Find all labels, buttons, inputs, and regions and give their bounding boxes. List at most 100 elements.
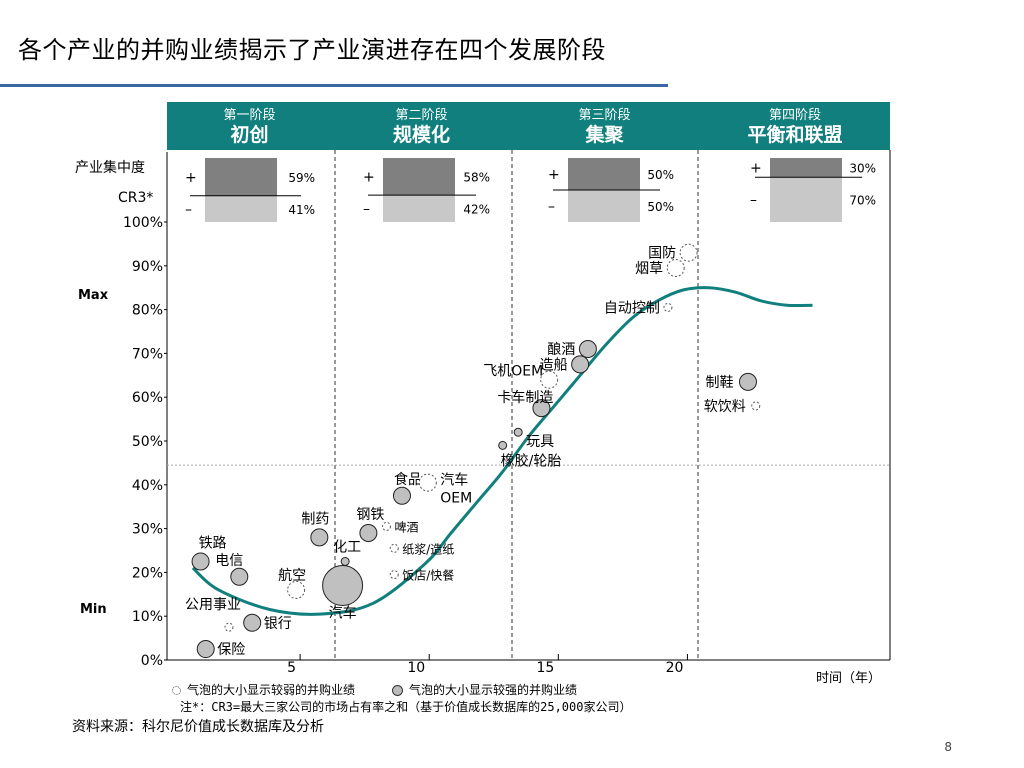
y-tick-label: 10% xyxy=(132,609,163,625)
bubble-铁路 xyxy=(191,552,210,571)
bubble-钢铁 xyxy=(359,523,378,542)
bubble-啤酒 xyxy=(381,521,391,531)
legend-weak-icon xyxy=(172,686,181,695)
y-tick-label: 100% xyxy=(123,215,163,231)
page-number: 8 xyxy=(944,740,952,754)
y-tick-label: 80% xyxy=(132,303,163,319)
bubble-label-食品: 食品 xyxy=(394,471,422,488)
y-tick-label: 30% xyxy=(132,522,163,538)
cr3-bar-top xyxy=(383,158,455,196)
cr3-minus-sign: – xyxy=(750,193,757,209)
cr3-minus-sign: – xyxy=(363,202,370,218)
stage-header-1: 第一阶段 初创 xyxy=(167,102,332,150)
cr3-bottom-label: 50% xyxy=(647,200,674,214)
stage-3-main: 集聚 xyxy=(585,124,624,146)
bubble-label-钢铁: 钢铁 xyxy=(356,507,384,523)
y-tick-label: 40% xyxy=(132,478,163,494)
title-underline xyxy=(0,84,668,87)
cr3-bar-bottom xyxy=(205,195,277,222)
bubble-制药 xyxy=(310,528,329,547)
stage-4-main: 平衡和联盟 xyxy=(747,124,843,146)
bubble-电信 xyxy=(230,567,249,586)
cr3-bar-bottom xyxy=(770,177,842,222)
bubble-化工 xyxy=(340,556,350,566)
bubble-label-啤酒: 啤酒 xyxy=(394,519,418,534)
bubble-label-银行: 银行 xyxy=(264,616,292,632)
bubble-纸浆/造纸 xyxy=(389,543,399,553)
footnote: 注*：CR3=最大三家公司的市场占有率之和（基于价值成长数据库的25,000家公… xyxy=(180,700,632,714)
bubble-银行 xyxy=(243,613,262,632)
cr3-plus-sign: + xyxy=(363,170,375,186)
stage-1-main: 初创 xyxy=(230,124,269,146)
bubble-label-烟草: 烟草 xyxy=(635,261,663,277)
bubble-公用事业 xyxy=(224,622,234,632)
bubble-label-卡车制造: 卡车制造 xyxy=(497,389,553,406)
x-tick-label: 5 xyxy=(287,660,296,676)
bubble-label-制药: 制药 xyxy=(301,511,329,527)
bubble-label-化工: 化工 xyxy=(333,539,361,555)
cr3-top-label: 58% xyxy=(463,171,490,185)
cr3-bar-bottom xyxy=(568,190,640,222)
cr3-top-label: 50% xyxy=(647,168,674,182)
bubble-橡胶/轮胎 xyxy=(498,440,508,450)
cr3-bottom-label: 70% xyxy=(849,194,876,208)
cr3-bottom-label: 42% xyxy=(463,203,490,217)
y-tick-label: 70% xyxy=(132,346,163,362)
bubble-label-汽车OEM: 汽车 xyxy=(440,472,468,489)
stage-header-4: 第四阶段 平衡和联盟 xyxy=(700,102,890,150)
bubble-国防 xyxy=(679,243,698,262)
bubble-保险 xyxy=(196,640,215,659)
bubble-label-橡胶/轮胎: 橡胶/轮胎 xyxy=(501,452,562,469)
bubble-label-铁路: 铁路 xyxy=(199,535,227,551)
x-tick-label: 20 xyxy=(666,660,684,676)
x-tick-label: 15 xyxy=(536,660,554,676)
bubble-卡车制造 xyxy=(532,399,551,418)
legend-strong: 气泡的大小显示较强的并购业绩 xyxy=(392,681,577,698)
cr3-plus-sign: + xyxy=(548,167,560,183)
bubble-label-汽车OEM-line2: OEM xyxy=(440,491,472,507)
stage-header-band xyxy=(167,102,890,150)
bubble-汽车 xyxy=(322,565,364,607)
y-axis-label: 产业集中度 xyxy=(75,160,145,176)
bubble-label-电信: 电信 xyxy=(215,553,243,569)
stage-header-3: 第三阶段 集聚 xyxy=(512,102,697,150)
bubble-label-飞机OEM: 飞机OEM xyxy=(483,364,543,380)
y-tick-label: 0% xyxy=(141,653,163,669)
bubble-label-公用事业: 公用事业 xyxy=(185,597,241,613)
bubble-汽车OEM xyxy=(418,473,437,492)
cr3-top-label: 30% xyxy=(849,162,876,176)
legend-weak: 气泡的大小显示较弱的并购业绩 xyxy=(172,681,355,698)
y-tick-label: 90% xyxy=(132,259,163,275)
bubble-label-汽车: 汽车 xyxy=(329,605,357,622)
bubble-label-航空: 航空 xyxy=(278,568,306,584)
bubble-label-饭店/快餐: 饭店/快餐 xyxy=(402,568,454,583)
bubble-食品 xyxy=(392,486,411,505)
stage-1-sub: 第一阶段 xyxy=(223,108,276,123)
bubble-软饮料 xyxy=(751,401,761,411)
cr3-bar-top xyxy=(568,158,640,190)
min-label: Min xyxy=(80,602,107,617)
bubble-烟草 xyxy=(666,258,685,277)
y-tick-label: 60% xyxy=(132,390,163,406)
cr3-bar-top xyxy=(770,158,842,178)
bubble-label-造船: 造船 xyxy=(540,357,568,373)
y-tick-label: 20% xyxy=(132,565,163,581)
stage-3-sub: 第三阶段 xyxy=(578,108,631,123)
y-tick-label: 50% xyxy=(132,434,163,450)
x-tick-label: 10 xyxy=(407,660,425,676)
cr3-bottom-label: 41% xyxy=(288,203,315,217)
legend-weak-label: 气泡的大小显示较弱的并购业绩 xyxy=(187,683,356,697)
cr3-bar-bottom xyxy=(383,195,455,222)
bubble-飞机OEM xyxy=(540,370,559,389)
cr3-plus-sign: + xyxy=(185,170,197,186)
cr3-top-label: 59% xyxy=(288,171,315,185)
bubble-label-国防: 国防 xyxy=(648,246,676,262)
bubble-玩具 xyxy=(513,427,523,437)
bubble-label-保险: 保险 xyxy=(217,642,245,658)
cr3-minus-sign: – xyxy=(185,202,192,218)
bubble-label-玩具: 玩具 xyxy=(526,434,554,450)
bubble-自动控制 xyxy=(663,302,673,312)
bubble-label-制鞋: 制鞋 xyxy=(705,375,733,391)
page-title: 各个产业的并购业绩揭示了产业演进存在四个发展阶段 xyxy=(18,36,606,64)
